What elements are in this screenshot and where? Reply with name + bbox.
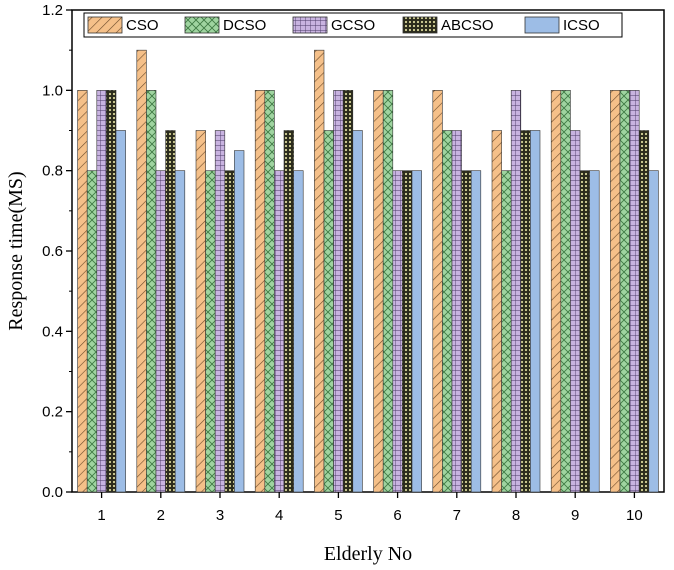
y-tick-label: 0.4 [42, 323, 63, 340]
x-tick-label: 4 [275, 507, 283, 524]
legend-label-dcso: DCSO [223, 17, 266, 34]
x-tick-label: 2 [157, 507, 165, 524]
x-tick-label: 3 [216, 507, 224, 524]
bar-gcso-7 [451, 130, 462, 493]
bar-dcso-4 [264, 90, 275, 493]
y-tick-label: 0.2 [42, 404, 63, 421]
bar-gcso-6 [392, 170, 403, 493]
bar-icso-8 [530, 130, 541, 493]
bar-gcso-9 [570, 130, 581, 493]
bar-dcso-7 [442, 130, 453, 493]
y-tick-label: 1.0 [42, 82, 63, 99]
x-tick-label: 1 [97, 507, 105, 524]
bar-abcso-10 [638, 130, 650, 493]
bar-abcso-6 [402, 170, 413, 493]
y-tick-label: 0.6 [42, 243, 63, 260]
bar-abcso-3 [224, 170, 235, 493]
legend-label-icso: ICSO [563, 17, 600, 34]
bar-dcso-1 [86, 170, 98, 493]
legend-swatch-cso [87, 16, 123, 34]
bar-dcso-3 [205, 170, 216, 493]
bar-icso-10 [648, 170, 659, 493]
x-tick-label: 5 [334, 507, 342, 524]
bar-cso-3 [195, 130, 206, 493]
bar-abcso-9 [579, 170, 590, 493]
x-tick-label: 10 [626, 507, 643, 524]
bar-abcso-4 [283, 130, 294, 493]
bar-dcso-2 [146, 90, 157, 493]
bar-gcso-3 [214, 130, 226, 493]
bar-gcso-2 [155, 170, 166, 493]
bar-icso-5 [352, 130, 363, 493]
bar-gcso-8 [510, 90, 522, 493]
bar-cso-10 [610, 90, 621, 493]
bar-abcso-7 [461, 170, 472, 493]
bar-icso-9 [589, 170, 600, 493]
bar-gcso-4 [274, 170, 285, 493]
y-axis-title: Response time(MS) [5, 171, 27, 330]
legend-label-gcso: GCSO [331, 17, 375, 34]
bar-dcso-9 [560, 90, 571, 493]
bar-icso-2 [174, 170, 186, 493]
legend-label-abcso: ABCSO [441, 17, 494, 34]
bar-dcso-8 [501, 170, 512, 493]
bar-cso-2 [136, 49, 147, 493]
x-axis-title: Elderly No [324, 543, 412, 565]
bar-abcso-8 [520, 130, 531, 493]
legend: CSO DCSO GCSO ABCSO ICSO [83, 12, 623, 38]
bar-abcso-2 [165, 130, 176, 493]
bar-gcso-1 [96, 90, 107, 493]
bar-icso-7 [470, 170, 482, 493]
bar-icso-6 [411, 170, 422, 493]
bar-abcso-1 [106, 90, 117, 493]
legend-swatch-dcso [184, 16, 220, 34]
bar-cso-7 [432, 90, 443, 493]
x-tick-label: 8 [512, 507, 520, 524]
bar-dcso-6 [382, 90, 394, 493]
bar-cso-8 [491, 130, 502, 493]
bar-icso-3 [234, 150, 245, 493]
bar-cso-6 [373, 90, 384, 493]
bar-dcso-5 [323, 130, 334, 493]
y-tick-label: 0.0 [42, 484, 63, 501]
legend-swatch-abcso [402, 16, 438, 34]
bar-cso-1 [77, 90, 88, 493]
y-tick-label: 0.8 [42, 163, 63, 180]
x-tick-label: 6 [393, 507, 401, 524]
bar-cso-4 [254, 90, 266, 493]
legend-swatch-gcso [292, 16, 328, 34]
bar-dcso-10 [619, 90, 630, 493]
x-tick-label: 9 [571, 507, 579, 524]
bar-gcso-10 [629, 90, 640, 493]
bar-cso-9 [550, 90, 562, 493]
legend-swatch-icso [524, 16, 560, 34]
bar-abcso-5 [342, 90, 354, 493]
bar-cso-5 [314, 49, 325, 493]
x-tick-label: 7 [453, 507, 461, 524]
bar-gcso-5 [333, 90, 344, 493]
y-tick-label: 1.2 [42, 2, 63, 19]
legend-label-cso: CSO [126, 17, 159, 34]
bar-icso-1 [115, 130, 126, 493]
bar-icso-4 [293, 170, 304, 493]
